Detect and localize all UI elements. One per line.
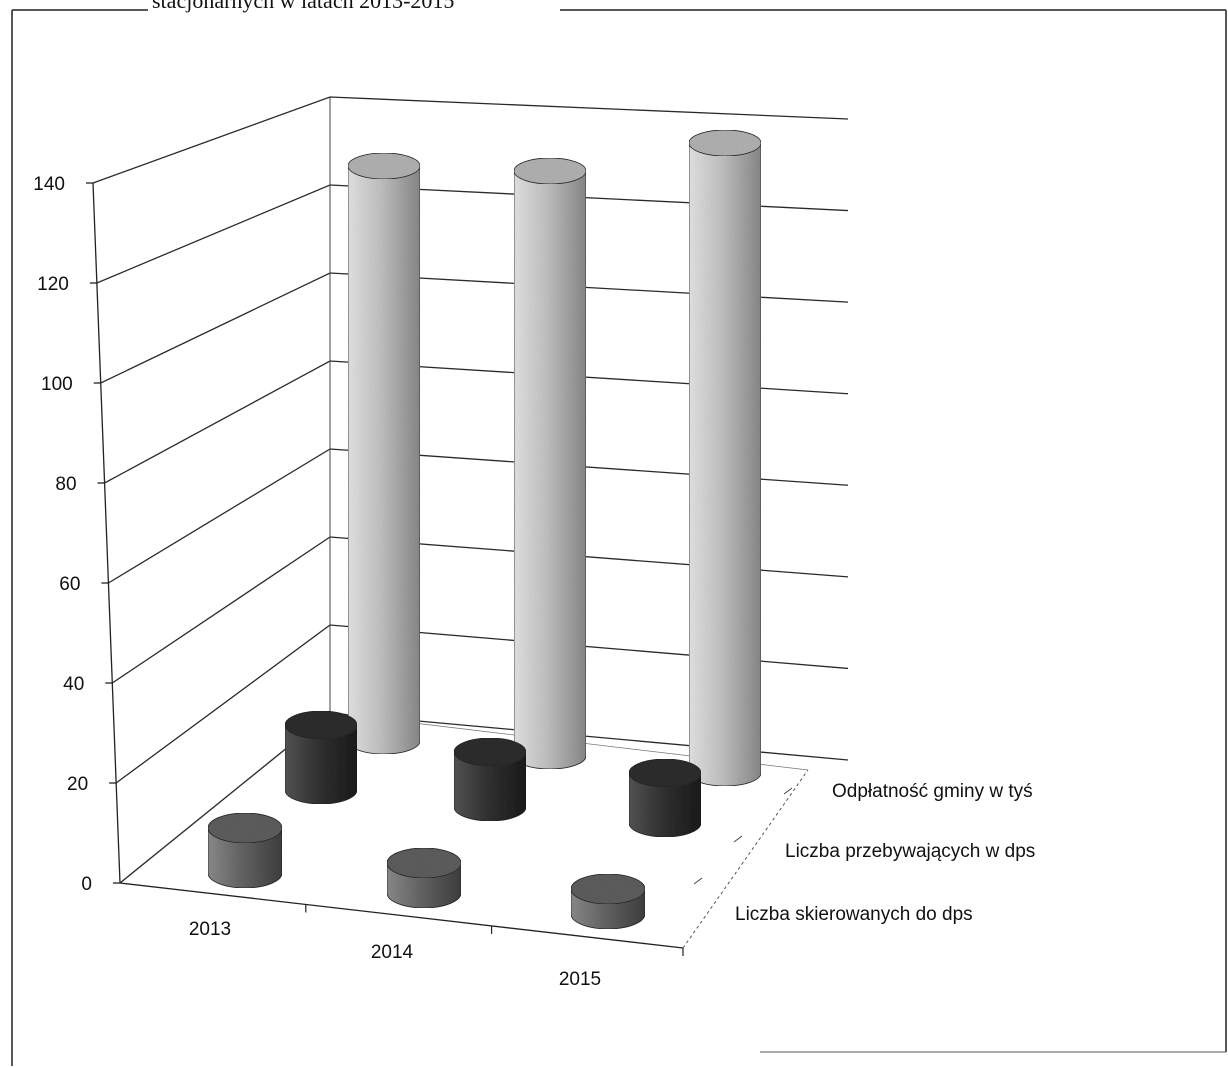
category-label: 2013 <box>189 919 231 940</box>
category-label: 2015 <box>559 969 601 990</box>
cylinder-top <box>688 129 762 157</box>
series-label: Liczba przebywających w dps <box>785 841 1035 862</box>
series-label: Odpłatność gminy w tyś <box>832 781 1033 802</box>
y-tick-label: 40 <box>63 674 84 695</box>
y-tick-label: 140 <box>33 174 65 195</box>
y-axis <box>92 182 121 884</box>
x-axis <box>119 882 684 949</box>
cylinder-top <box>207 812 283 844</box>
cylinder-top <box>284 710 358 740</box>
y-tick-label: 120 <box>37 274 69 295</box>
y-tick-label: 80 <box>55 474 76 495</box>
chart-title: stacjonarnych w latach 2013-2015 <box>152 0 455 13</box>
cylinder-top <box>347 152 421 180</box>
y-tick-label: 0 <box>81 874 92 895</box>
cylinder-top <box>513 157 587 185</box>
cylinder-bar <box>453 751 527 822</box>
cylinder-top <box>453 737 527 767</box>
cylinder-bar <box>628 772 702 838</box>
cylinder-bar <box>284 724 358 805</box>
cylinder-bar <box>513 170 587 770</box>
y-tick-label: 60 <box>59 574 80 595</box>
depth-tick-mark <box>733 835 743 843</box>
y-tick-label: 20 <box>67 774 88 795</box>
cylinder-bar <box>207 827 283 889</box>
cylinder-top <box>628 758 702 788</box>
series-label: Liczba skierowanych do dps <box>735 904 973 925</box>
depth-tick-mark <box>693 877 703 885</box>
depth-axis <box>682 769 809 949</box>
cylinder-bar <box>688 142 762 787</box>
cylinder-top <box>570 873 646 905</box>
category-label: 2014 <box>371 942 414 963</box>
depth-tick-mark <box>783 787 793 795</box>
cylinder-top <box>386 847 462 879</box>
y-tick-label: 100 <box>41 374 73 395</box>
cylinder-bar <box>347 165 421 755</box>
